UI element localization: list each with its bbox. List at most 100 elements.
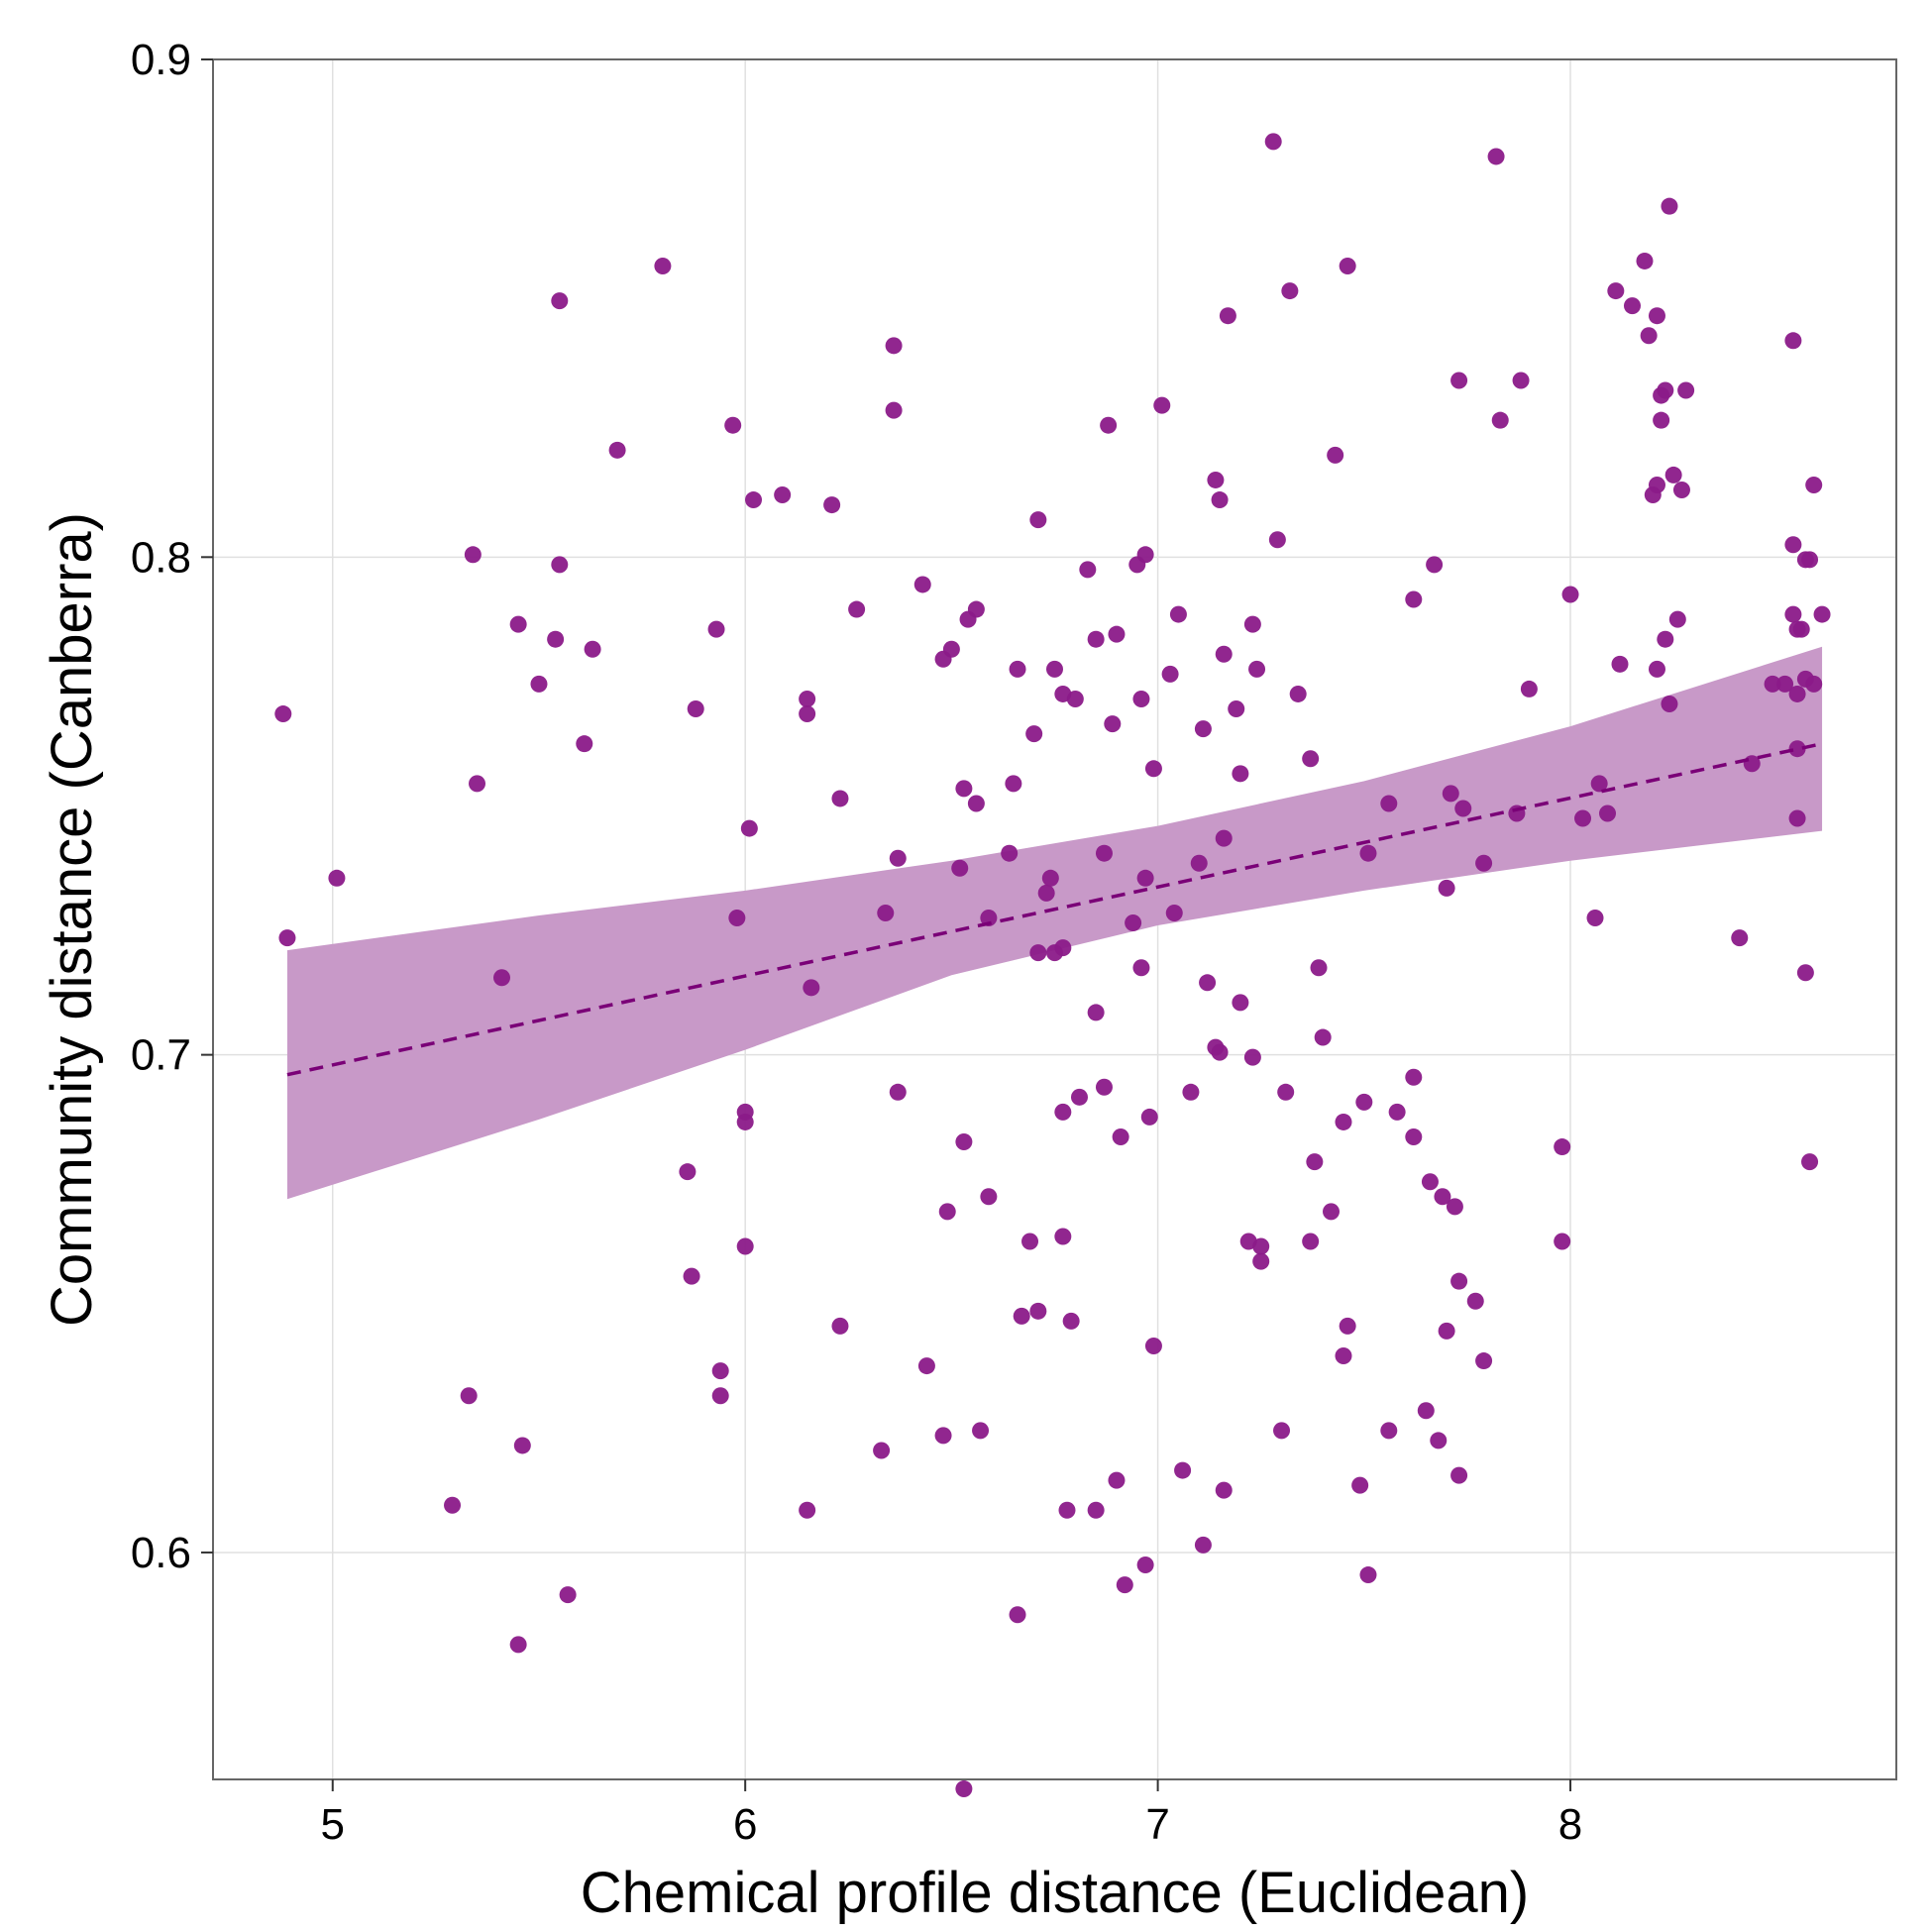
y-axis-title: Community distance (Canberra): [40, 512, 104, 1327]
data-point: [1475, 1352, 1493, 1370]
data-point: [1335, 1113, 1352, 1130]
data-point: [1001, 844, 1019, 862]
data-point: [980, 1188, 998, 1206]
data-point: [1380, 1422, 1398, 1440]
data-point: [885, 337, 903, 355]
data-point: [1136, 869, 1154, 887]
data-point: [1355, 1093, 1373, 1111]
data-point: [1351, 1476, 1369, 1494]
data-point: [1792, 620, 1810, 638]
y-tick-label: 0.6: [131, 1529, 191, 1577]
data-point: [513, 1437, 531, 1454]
data-point: [799, 705, 816, 723]
data-point: [1013, 1307, 1030, 1325]
y-tick-label: 0.8: [131, 533, 191, 582]
data-point: [736, 1113, 754, 1130]
data-point: [679, 1163, 697, 1181]
data-point: [1776, 675, 1794, 693]
data-point: [1243, 1048, 1261, 1066]
data-point: [1140, 1108, 1158, 1126]
data-point: [877, 904, 895, 921]
data-point: [1801, 551, 1819, 569]
data-point: [1136, 546, 1154, 564]
data-point: [1029, 944, 1047, 962]
data-point: [1215, 1481, 1233, 1499]
data-point: [1554, 1138, 1571, 1156]
data-point: [492, 969, 510, 987]
data-point: [823, 496, 841, 514]
data-point: [1005, 775, 1022, 793]
x-axis-ticks: 5 6 7 8: [321, 1779, 1582, 1849]
data-point: [1405, 1068, 1423, 1086]
data-point: [1009, 1606, 1026, 1624]
data-point: [584, 640, 601, 658]
data-point: [1475, 854, 1493, 872]
data-point: [1194, 1536, 1212, 1554]
data-point: [1788, 685, 1806, 702]
data-point: [1466, 1292, 1484, 1310]
data-point: [608, 441, 626, 459]
data-point: [1108, 625, 1126, 643]
data-point: [1087, 1004, 1105, 1021]
data-point: [951, 859, 969, 877]
data-point: [1327, 446, 1344, 464]
data-point: [1574, 809, 1592, 827]
data-point: [559, 1586, 577, 1604]
data-point: [469, 775, 486, 793]
data-point: [1161, 665, 1179, 683]
data-point: [1438, 879, 1455, 897]
data-point: [1805, 476, 1823, 493]
data-point: [1215, 645, 1233, 663]
data-point: [1054, 1103, 1072, 1121]
data-point: [1025, 725, 1043, 743]
data-point: [1668, 610, 1686, 628]
data-point: [1095, 844, 1113, 862]
data-point: [707, 620, 725, 638]
data-point: [1058, 1501, 1076, 1519]
data-point: [1277, 1083, 1295, 1101]
data-point: [1801, 1153, 1819, 1171]
data-point: [1421, 1173, 1439, 1191]
data-point: [711, 1362, 729, 1380]
data-point: [1169, 605, 1187, 623]
data-points: [274, 133, 1831, 1798]
data-point: [1664, 466, 1682, 483]
data-point: [1359, 1566, 1377, 1584]
data-point: [1661, 695, 1678, 712]
data-point: [1788, 809, 1806, 827]
data-point: [1112, 1128, 1129, 1146]
data-point: [745, 491, 763, 509]
data-point: [1248, 660, 1266, 678]
data-point: [1661, 197, 1678, 215]
data-point: [1062, 1312, 1080, 1330]
data-point: [1087, 1501, 1105, 1519]
data-point: [444, 1496, 462, 1514]
data-point: [1136, 1556, 1154, 1574]
data-point: [1132, 959, 1150, 977]
confidence-band: [286, 646, 1823, 1200]
data-point: [724, 416, 742, 434]
data-point: [1491, 411, 1509, 429]
x-axis-title: Chemical profile distance (Euclidean): [581, 1861, 1529, 1925]
data-point: [1273, 1422, 1291, 1440]
data-point: [1243, 615, 1261, 633]
data-point: [530, 675, 548, 693]
data-point: [1174, 1461, 1192, 1479]
data-point: [509, 615, 527, 633]
data-point: [1215, 829, 1233, 847]
data-point: [687, 700, 704, 718]
data-point: [1784, 605, 1802, 623]
data-point: [1211, 1043, 1229, 1061]
data-point: [1100, 416, 1118, 434]
data-point: [711, 1387, 729, 1405]
data-point: [1487, 148, 1505, 165]
data-point: [1054, 939, 1072, 957]
data-point: [934, 1427, 952, 1445]
data-point: [1132, 690, 1150, 707]
data-point: [1182, 1083, 1200, 1101]
data-point: [728, 909, 746, 926]
data-point: [1648, 476, 1665, 493]
data-point: [1586, 909, 1604, 926]
data-point: [683, 1267, 700, 1285]
data-point: [1672, 482, 1690, 499]
